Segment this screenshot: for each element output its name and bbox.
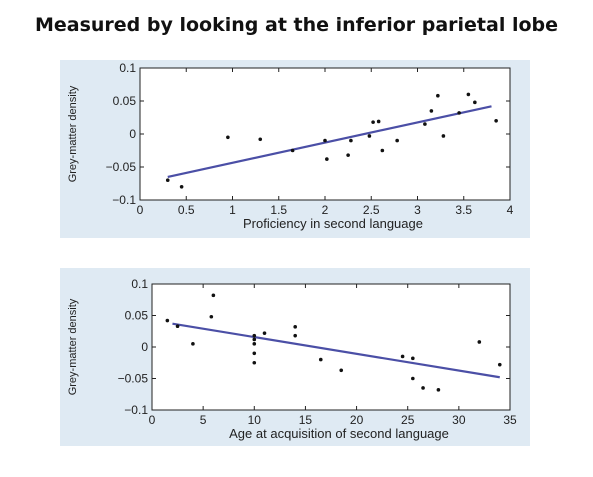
data-point — [411, 356, 415, 361]
x-tick-label: 15 — [299, 413, 313, 427]
data-point — [323, 138, 327, 143]
page-title: Measured by looking at the inferior pari… — [34, 14, 559, 36]
data-point — [165, 178, 170, 182]
data-point — [367, 134, 372, 138]
y-tick-label: −0.1 — [124, 403, 148, 417]
x-tick-label: 0 — [137, 203, 144, 217]
regression-line — [172, 322, 500, 379]
y-axis-label: Grey-matter density — [67, 298, 79, 395]
data-point — [436, 388, 441, 392]
data-point — [423, 122, 427, 126]
x-tick-label: 1 — [229, 203, 236, 217]
x-tick-label: 3.5 — [455, 203, 472, 217]
data-point — [411, 376, 415, 381]
data-point — [179, 185, 184, 189]
x-axis-label: Age at acquisition of second language — [229, 426, 449, 441]
data-point — [293, 325, 297, 329]
x-tick-label: 2.5 — [363, 203, 380, 217]
x-tick-label: 0.5 — [178, 203, 195, 217]
data-point — [380, 148, 385, 153]
y-tick-label: 0.1 — [131, 277, 148, 291]
y-axis-label: Grey-matter density — [67, 85, 79, 182]
plot-area — [139, 67, 511, 201]
data-point — [339, 368, 344, 373]
x-tick-label: 30 — [452, 413, 466, 427]
regression-line — [167, 105, 492, 178]
data-point — [209, 314, 214, 319]
data-point — [421, 386, 425, 390]
data-point — [497, 362, 502, 367]
data-point — [165, 318, 170, 323]
data-point — [325, 157, 329, 161]
data-point — [346, 153, 350, 157]
data-point — [376, 119, 381, 124]
x-tick-label: 5 — [200, 413, 207, 427]
data-point — [318, 357, 323, 362]
chart-proficiency: 0.10.050−0.05−0.10 0.5 1 1.5 2 2.5 3 3.5 4Profic… — [67, 61, 514, 231]
y-tick-label: −0.05 — [118, 372, 149, 386]
x-tick-label: 0 — [149, 413, 156, 427]
x-tick-label: 3 — [414, 203, 421, 217]
data-point — [457, 111, 461, 115]
y-tick-label: 0.05 — [125, 309, 149, 323]
data-point — [175, 324, 180, 329]
x-tick-label: 35 — [503, 413, 517, 427]
y-tick-label: 0 — [141, 340, 148, 354]
data-point — [252, 337, 257, 342]
data-point — [371, 120, 375, 124]
y-tick-label: 0 — [129, 127, 136, 141]
y-tick-label: 0.1 — [119, 61, 136, 75]
data-point — [252, 360, 257, 365]
x-axis-label: Proficiency in second language — [243, 216, 423, 231]
x-tick-label: 1.5 — [270, 203, 287, 217]
chart-panel-age: 0.1 0.05 0 −0.05 −0.1 0 5 10 15 20 25 30 35 Age at ac… — [60, 268, 530, 446]
data-point — [400, 354, 405, 359]
data-point — [252, 333, 257, 338]
data-point — [290, 148, 295, 153]
y-tick-label: −0.1 — [112, 193, 136, 207]
data-point — [473, 100, 477, 105]
x-tick-label: 2 — [322, 203, 329, 217]
data-point — [441, 134, 446, 138]
data-point — [293, 333, 297, 338]
data-point — [262, 331, 267, 335]
data-point — [252, 342, 257, 346]
data-point — [436, 93, 440, 98]
y-tick-label: −0.05 — [106, 160, 137, 174]
x-tick-label: 20 — [350, 413, 364, 427]
data-point — [191, 342, 195, 346]
y-tick-label: 0.05 — [113, 94, 137, 108]
x-tick-label: 10 — [248, 413, 262, 427]
x-tick-label: 4 — [507, 203, 514, 217]
data-point — [477, 340, 482, 344]
data-point — [429, 109, 434, 113]
plot-area — [151, 283, 511, 411]
x-tick-label: 25 — [401, 413, 415, 427]
data-point — [349, 138, 353, 143]
data-point — [395, 138, 399, 143]
data-point — [494, 119, 498, 123]
data-point — [258, 137, 263, 142]
data-point — [226, 135, 230, 140]
data-point — [252, 351, 257, 356]
data-point — [211, 293, 216, 298]
chart-panel-proficiency: 0.1 0.05 0 −0.05 −0.1 0 0.5 1 1.5 2 2.5 3 3.5 4 Profic… — [60, 60, 530, 238]
data-point — [466, 92, 471, 97]
